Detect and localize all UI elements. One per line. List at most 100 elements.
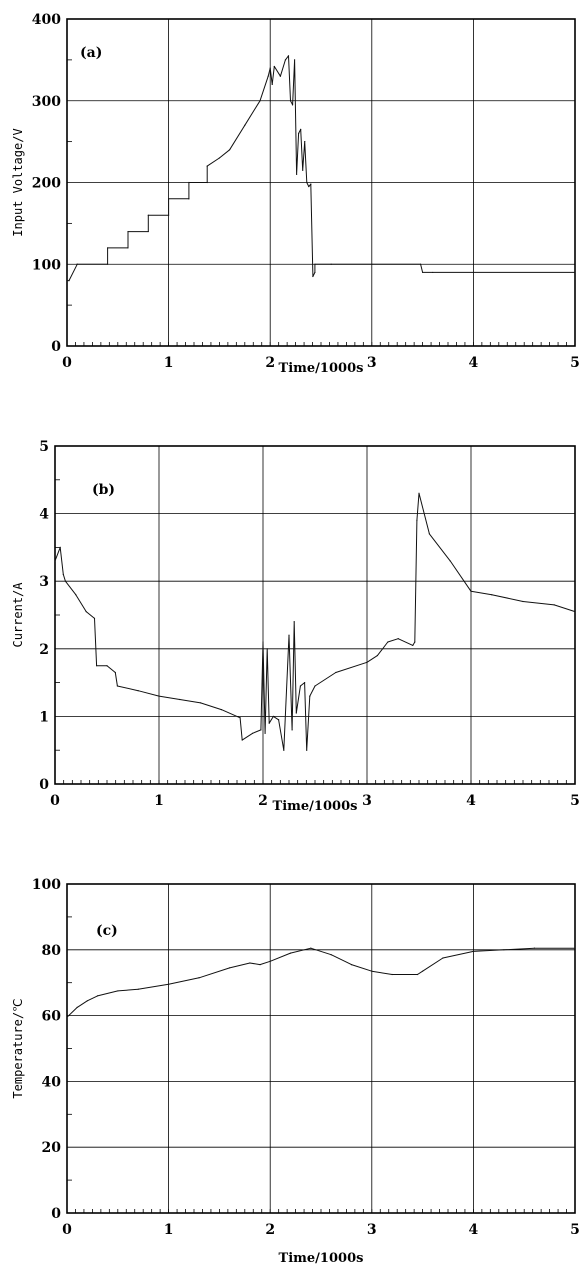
data-point: [293, 621, 295, 623]
y-tick-label: 300: [32, 94, 61, 110]
data-point: [574, 947, 576, 949]
data-point: [168, 214, 170, 216]
data-point: [330, 263, 332, 265]
data-point: [397, 638, 399, 640]
data-point: [470, 590, 472, 592]
y-tick-label: 60: [42, 1009, 62, 1025]
y-tick-label: 4: [39, 507, 49, 523]
data-point: [574, 611, 576, 613]
y-axis-title: Current/A: [11, 582, 25, 648]
data-point: [503, 949, 505, 951]
data-point: [116, 685, 118, 687]
data-point: [299, 685, 302, 687]
data-point: [66, 1016, 68, 1018]
data-point: [330, 954, 332, 956]
data-point: [291, 729, 293, 731]
data-point: [304, 682, 306, 684]
data-point: [416, 973, 419, 976]
data-point: [188, 181, 190, 184]
data-point: [62, 573, 64, 576]
data-point: [241, 739, 243, 741]
panel-label: (b): [92, 482, 115, 498]
y-tick-label: 200: [32, 176, 61, 192]
data-point: [283, 749, 285, 751]
data-point: [472, 271, 474, 274]
data-point: [168, 198, 170, 200]
data-point: [107, 263, 109, 265]
data-point: [147, 214, 149, 216]
data-point: [127, 230, 129, 233]
data-point: [114, 671, 116, 674]
data-point: [371, 970, 373, 972]
series-line-0: [54, 492, 576, 751]
data-point: [75, 594, 77, 596]
y-tick-label: 400: [32, 12, 61, 28]
x-tick-label: 5: [570, 793, 580, 809]
data-point: [76, 263, 78, 265]
data-point: [158, 695, 160, 697]
data-point: [260, 729, 262, 731]
data-point: [284, 59, 287, 61]
data-point: [127, 247, 129, 249]
y-tick-label: 1: [39, 709, 49, 725]
data-point: [252, 732, 254, 734]
data-point: [206, 181, 208, 184]
data-point: [376, 654, 378, 657]
y-axis-title: Input Voltage/V: [11, 128, 25, 236]
data-point: [198, 977, 200, 979]
plot-frame: [66, 883, 576, 1214]
data-point: [269, 960, 271, 962]
data-point: [64, 580, 66, 582]
data-point: [442, 957, 444, 959]
data-point: [200, 702, 202, 704]
y-tick-label: 2: [39, 642, 49, 658]
data-point: [432, 271, 434, 274]
data-point: [574, 271, 576, 274]
data-point: [137, 988, 139, 990]
data-point: [306, 181, 308, 184]
data-point: [418, 492, 420, 494]
y-tick-label: 3: [39, 574, 49, 590]
data-point: [137, 690, 139, 692]
x-axis-title: Time/1000s: [273, 799, 358, 814]
data-point: [259, 964, 261, 966]
data-point: [533, 947, 535, 949]
data-point: [416, 519, 418, 521]
data-point: [220, 709, 222, 711]
x-tick-label: 3: [367, 1222, 377, 1238]
x-tick-label: 1: [154, 793, 164, 809]
data-point: [422, 271, 424, 274]
x-tick-label: 2: [265, 355, 275, 371]
data-point: [335, 671, 337, 674]
y-tick-label: 20: [42, 1140, 62, 1156]
data-point: [264, 732, 266, 734]
y-tick-label: 100: [32, 877, 61, 893]
chart-panel-c: 0 1 2 3 4 5 0 20 40 60 80 100 (c) Time/1000s Temperatu…: [11, 877, 580, 1266]
data-point: [271, 83, 273, 85]
data-point: [278, 719, 280, 721]
data-point: [273, 65, 275, 68]
y-axis-title: Temperature/℃: [11, 998, 25, 1098]
data-point: [314, 263, 316, 265]
data-point: [288, 634, 290, 636]
data-point: [272, 715, 274, 718]
x-tick-label: 4: [469, 1222, 479, 1238]
data-point: [268, 722, 270, 724]
data-point: [93, 617, 96, 619]
data-point: [422, 970, 424, 972]
x-tick-label: 1: [164, 355, 174, 371]
data-point: [239, 717, 241, 719]
data-point: [228, 967, 231, 969]
data-point: [522, 600, 524, 603]
data-point: [289, 100, 292, 102]
data-point: [96, 665, 98, 667]
data-point: [96, 995, 99, 997]
data-point: [259, 100, 261, 102]
data-point: [267, 75, 269, 77]
data-point: [414, 641, 416, 643]
series-line-0: [67, 55, 575, 282]
chart-panel-a: 0 1 2 3 4 5 0 100 200 300 400 (a) Time/1000s Input Vo…: [11, 12, 580, 376]
data-point: [218, 157, 220, 159]
data-point: [107, 247, 109, 249]
x-tick-label: 0: [62, 1222, 72, 1238]
